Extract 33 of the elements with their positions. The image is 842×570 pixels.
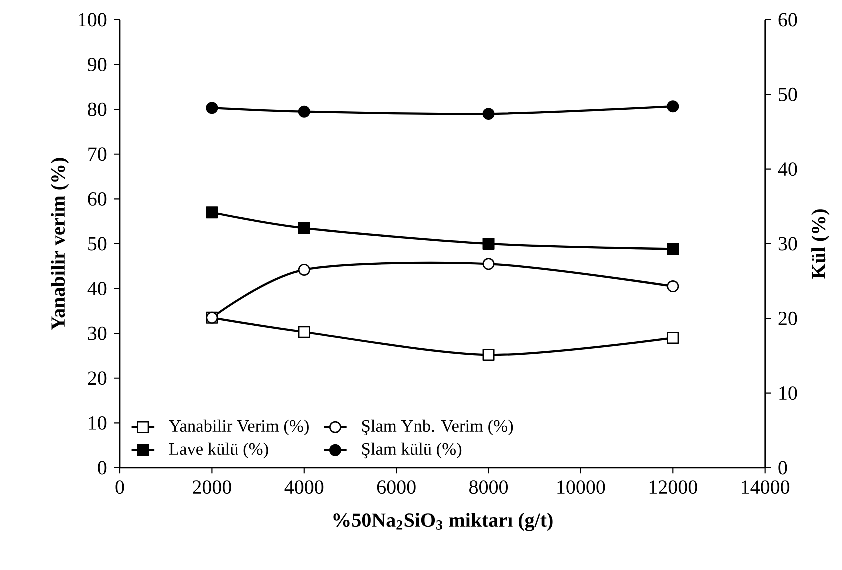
y2-tick-label: 30 xyxy=(778,237,798,251)
y-tick-label: 30 xyxy=(88,326,107,340)
x-axis-title: %50Na$_{2}$SiO$_{3}$ miktarı (g/t) xyxy=(334,513,553,532)
x-tick-label: 8000 xyxy=(470,480,508,494)
legend-label: Şlam külü (%) xyxy=(362,442,462,459)
x-tick-label: 10000 xyxy=(558,480,606,494)
y-tick-label: 60 xyxy=(88,192,107,206)
y-tick-label: 50 xyxy=(88,237,107,251)
y-tick-label: 10 xyxy=(89,416,107,430)
y2-tick-label: 0 xyxy=(778,461,788,475)
y-tick-label: 20 xyxy=(88,372,107,386)
legend-label: Lave külü (%) xyxy=(169,442,268,459)
y2-tick-label: 10 xyxy=(780,386,798,400)
y-tick-label: 100 xyxy=(79,13,107,27)
y-tick-label: 70 xyxy=(88,148,107,162)
x-tick-label: 4000 xyxy=(284,480,324,494)
y2-tick-label: 20 xyxy=(778,312,798,326)
legend-label: Şlam Ynb. Verim (%) xyxy=(362,420,514,436)
y2-axis-title: Kül (%) xyxy=(812,210,830,279)
legend-label: Yanabilir Verim (%) xyxy=(169,420,309,436)
y-axis-title: Yanabilir verim (%) xyxy=(51,158,70,330)
x-tick-label: 2000 xyxy=(193,480,232,494)
x-tick-label: 14000 xyxy=(742,480,790,494)
y-tick-label: 40 xyxy=(88,282,107,296)
x-tick-label: 12000 xyxy=(650,480,698,494)
x-tick-label: 6000 xyxy=(377,480,416,494)
y2-tick-label: 50 xyxy=(779,88,798,102)
y-tick-label: 0 xyxy=(98,461,107,475)
y-tick-label: 90 xyxy=(88,58,107,72)
x-tick-label: 0 xyxy=(116,480,124,494)
y2-tick-label: 40 xyxy=(778,162,798,176)
y-tick-label: 80 xyxy=(88,102,107,116)
y2-tick-label: 60 xyxy=(778,13,798,27)
